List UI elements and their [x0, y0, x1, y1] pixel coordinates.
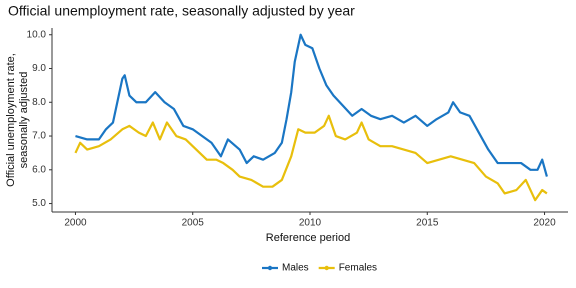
y-tick-label: 10.0	[27, 29, 47, 40]
legend-label: Females	[339, 263, 377, 274]
x-axis-title: Reference period	[266, 232, 350, 244]
y-tick-label: 9.0	[32, 63, 46, 74]
series-line	[75, 33, 548, 177]
x-tick-label: 2015	[416, 218, 439, 229]
y-axis-title-line: seasonally adjusted	[18, 72, 30, 169]
x-tick-label: 2005	[182, 218, 205, 229]
x-tick-label: 2010	[299, 218, 322, 229]
legend-label: Males	[282, 263, 309, 274]
y-axis-title: Official unemployment rate, seasonally a…	[5, 53, 30, 187]
y-tick-label: 6.0	[32, 164, 46, 175]
x-tick-label: 2020	[533, 218, 556, 229]
y-tick-label: 8.0	[32, 97, 46, 108]
series-line	[74, 114, 548, 202]
y-axis-title-line: Official unemployment rate,	[5, 53, 17, 187]
y-tick-label: 5.0	[32, 198, 46, 209]
chart-title: Official unemployment rate, seasonally a…	[8, 3, 355, 19]
legend-swatch-dot	[267, 265, 273, 271]
y-tick-label: 7.0	[32, 131, 46, 142]
x-tick-label: 2000	[64, 218, 87, 229]
legend-swatch-dot	[324, 265, 329, 271]
